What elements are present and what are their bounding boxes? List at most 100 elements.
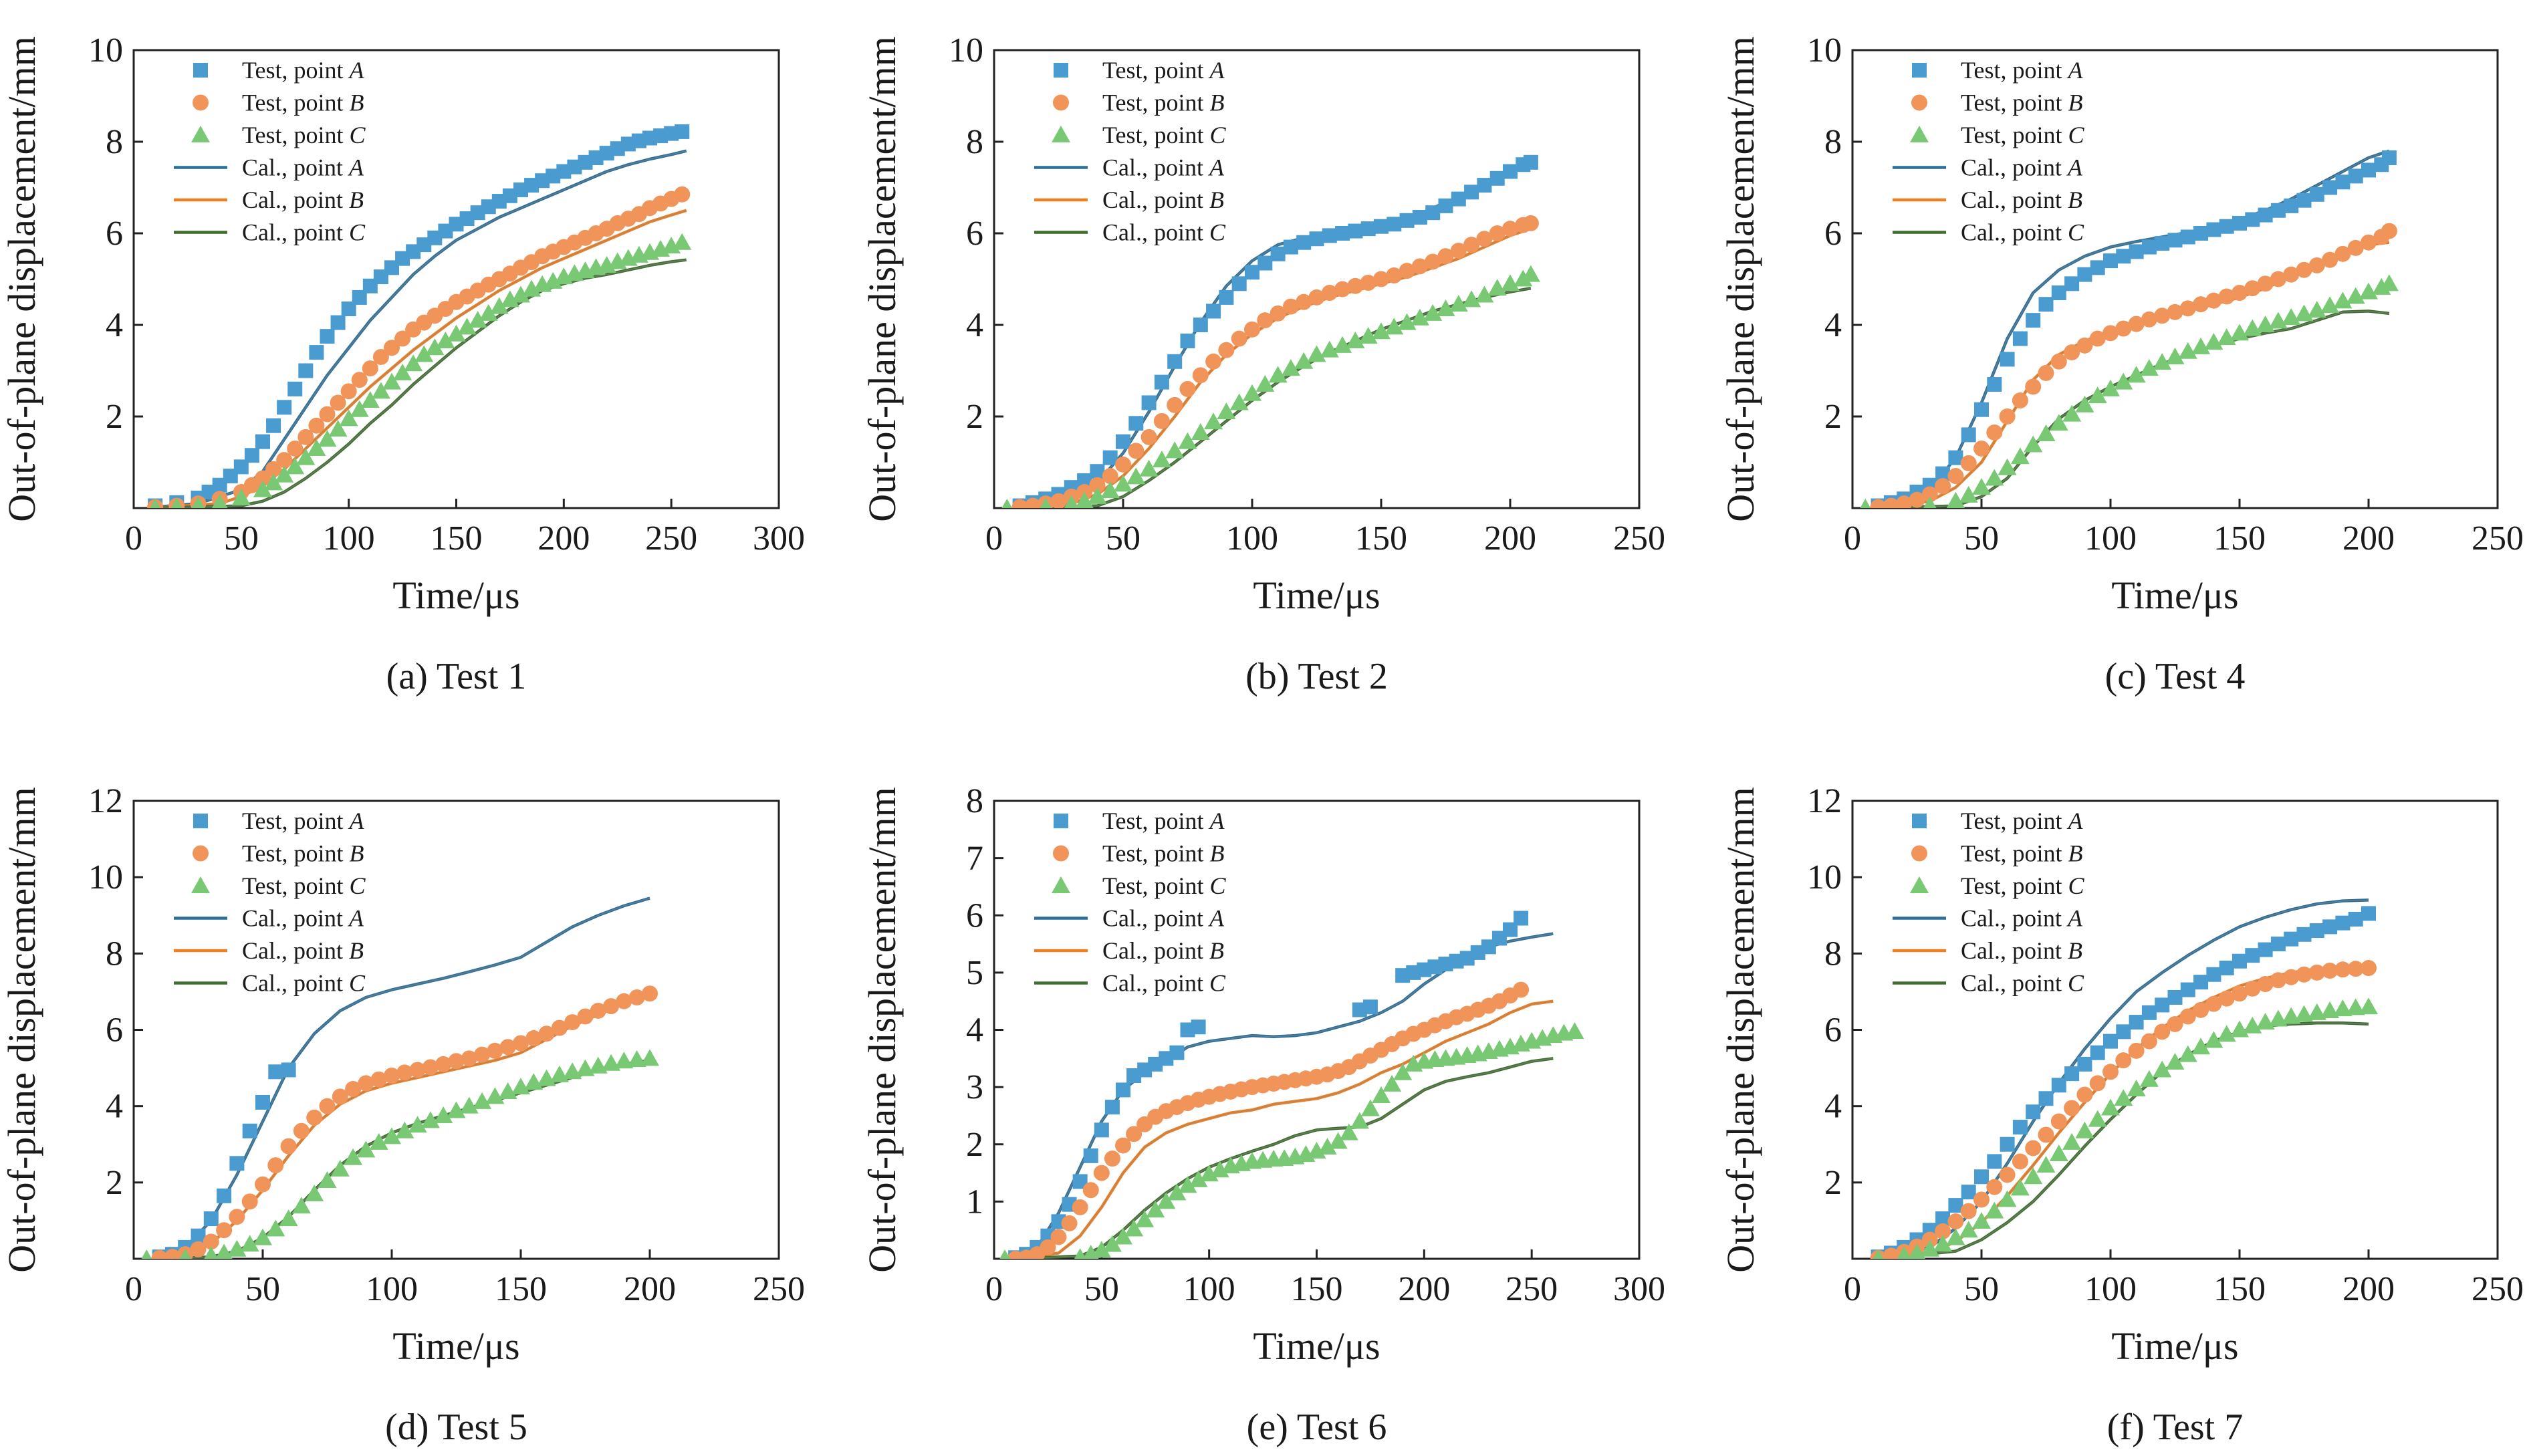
data-point-square <box>2232 953 2247 969</box>
data-point-circle <box>525 1030 542 1047</box>
y-tick-label: 2 <box>1824 1164 1842 1202</box>
data-point-triangle <box>1178 432 1197 449</box>
data-point-square <box>244 448 259 463</box>
legend-label: Test, point B <box>242 90 364 116</box>
legend-entry: Cal., point B <box>1893 937 2082 964</box>
legend-label-prefix: Cal., point <box>1961 219 2068 246</box>
legend-label-point: C <box>349 872 366 899</box>
data-point-triangle <box>350 400 369 417</box>
data-point-triangle <box>1307 345 1326 362</box>
data-point-circle <box>2296 261 2312 278</box>
y-tick-label: 6 <box>106 215 123 253</box>
data-point-triangle <box>266 1219 285 1237</box>
data-point-square <box>1348 223 1363 239</box>
series-line-overlay <box>1015 933 1554 1257</box>
legend-label-prefix: Test, point <box>242 90 349 116</box>
data-point-triangle <box>1165 441 1185 459</box>
data-point-circle <box>190 1241 207 1257</box>
x-tick-label: 50 <box>1964 1270 1999 1308</box>
data-point-triangle <box>2075 1121 2094 1138</box>
data-point-circle <box>1999 1167 2016 1183</box>
data-point-circle <box>1179 380 1196 397</box>
x-tick-label: 200 <box>2342 519 2395 558</box>
legend-marker-square <box>1912 814 1927 828</box>
data-point-circle <box>2193 296 2209 313</box>
data-point-triangle <box>1139 459 1159 477</box>
legend-label-point: B <box>1209 937 1224 964</box>
legend-label-point: A <box>348 905 364 932</box>
data-point-square <box>203 1211 219 1227</box>
data-point-triangle <box>1268 366 1288 383</box>
data-point-square <box>2026 1104 2041 1120</box>
legend-label-prefix: Test, point <box>242 872 349 899</box>
data-point-circle <box>394 330 411 347</box>
data-point-circle <box>2012 392 2028 409</box>
data-point-triangle <box>2178 342 2197 359</box>
data-point-triangle <box>1923 496 1937 508</box>
data-point-square <box>2116 249 2131 264</box>
data-point-square <box>1083 1148 1098 1163</box>
data-point-circle <box>2232 985 2248 1002</box>
data-point-circle <box>362 360 378 377</box>
y-axis-title: Out-of-plane displacement/mm <box>860 787 904 1272</box>
data-point-triangle <box>318 430 337 447</box>
data-point-triangle <box>1372 1086 1391 1103</box>
plot-area <box>1870 898 2378 1259</box>
data-point-triangle <box>1320 340 1339 358</box>
data-point-triangle <box>371 382 390 399</box>
data-point-circle <box>1308 289 1325 306</box>
data-point-square <box>1438 198 1453 213</box>
data-point-square <box>1948 450 1963 465</box>
data-point-triangle <box>2024 1167 2043 1185</box>
data-point-triangle <box>1462 290 1481 308</box>
y-axis-title: Out-of-plane displacement/mm <box>0 36 43 521</box>
y-tick-label: 10 <box>949 31 983 70</box>
data-point-triangle <box>360 391 380 408</box>
data-point-triangle <box>1217 402 1236 420</box>
legend-marker-circle <box>193 845 209 862</box>
legend-label: Cal., point A <box>1961 154 2083 181</box>
data-point-triangle <box>1255 375 1275 392</box>
data-point-triangle <box>1487 279 1507 296</box>
data-point-circle <box>551 1019 568 1036</box>
data-point-square <box>1245 265 1259 280</box>
legend-label: Cal., point C <box>1961 219 2084 246</box>
data-point-square <box>1231 276 1247 291</box>
data-point-triangle <box>2127 1079 2146 1096</box>
y-tick-label: 1 <box>966 1183 983 1221</box>
data-point-triangle <box>318 1171 337 1188</box>
data-point-circle <box>2141 1033 2157 1050</box>
data-point-circle <box>1883 497 1899 508</box>
data-point-circle <box>1244 321 1260 338</box>
data-point-circle <box>538 1025 555 1042</box>
data-point-triangle <box>2333 291 2353 309</box>
data-point-triangle <box>1998 1190 2017 1207</box>
data-point-circle <box>308 417 325 434</box>
data-point-circle <box>1921 1231 1938 1248</box>
data-point-circle <box>1257 312 1274 329</box>
plot-area <box>141 896 659 1259</box>
data-point-circle <box>422 1059 439 1076</box>
data-point-circle <box>2308 964 2325 981</box>
data-point-triangle <box>673 233 692 250</box>
data-point-triangle <box>511 285 530 303</box>
data-point-triangle <box>627 1050 646 1068</box>
data-point-circle <box>2361 234 2377 251</box>
legend-marker-circle <box>1911 845 1927 862</box>
legend-label-point: B <box>2068 187 2082 213</box>
data-point-triangle <box>1088 487 1107 504</box>
data-point-square <box>255 1094 270 1110</box>
legend-label: Test, point A <box>242 57 364 84</box>
data-point-circle <box>2270 972 2286 989</box>
data-point-triangle <box>640 1049 659 1066</box>
plot-frame <box>1851 49 2499 509</box>
legend-entry: Test, point C <box>1910 872 2084 899</box>
data-point-circle <box>351 372 368 388</box>
data-point-triangle <box>1339 1123 1358 1140</box>
x-tick-label: 0 <box>1844 519 1861 558</box>
data-point-triangle <box>1114 1227 1132 1245</box>
data-point-triangle <box>2114 372 2133 390</box>
y-tick-label: 6 <box>1824 215 1842 253</box>
data-point-triangle <box>1514 269 1533 287</box>
